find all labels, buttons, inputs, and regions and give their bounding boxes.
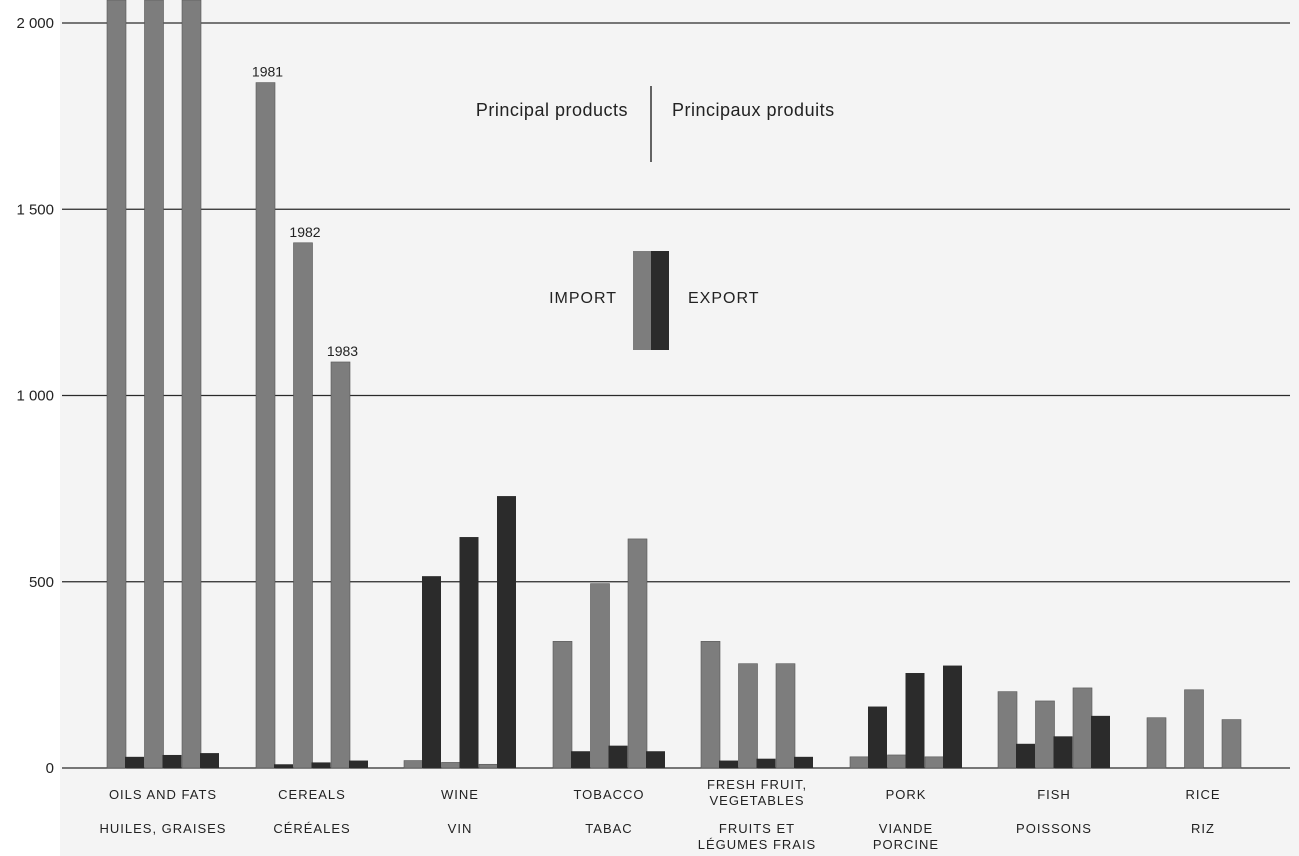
bar-export-6-0 [1016,743,1035,768]
bar-import-5-2 [924,756,945,769]
bar-import-2-1 [441,762,461,769]
bar-export-4-2 [794,756,813,768]
bar-export-6-2 [1091,715,1110,768]
bar-export-1-1 [311,762,331,768]
bar-import-3-1 [590,583,610,769]
bar-import-3-0 [552,641,573,769]
bar-import-0-2 [181,0,202,769]
bar-import-7-1 [1184,689,1204,769]
bar-import-1-0 [255,82,276,769]
category-label-en: RICE [1185,787,1220,802]
category-labels: OILS AND FATS HUILES, GRAISES CEREALS CÉRÉA… [100,777,1220,852]
bar-export-3-1 [608,745,628,768]
category-label-fr: VIANDE [879,821,933,836]
bar-import-0-1 [144,0,164,769]
bar-export-3-0 [571,751,590,768]
bar-import-5-0 [849,756,870,769]
legend-export-swatch [651,251,669,350]
bar-import-1-1 [293,242,313,769]
bar-import-6-0 [997,691,1018,769]
bar-export-0-0 [125,756,144,768]
bar-export-0-1 [162,754,182,768]
year-label-1983: 1983 [327,343,358,359]
category-label-fr: POISSONS [1016,821,1092,836]
bar-import-0-0 [106,0,127,769]
y-tick-label: 500 [29,574,54,591]
bar-import-4-1 [738,663,758,769]
bar-export-4-1 [756,758,776,768]
legend-export-label: EXPORT [688,290,760,307]
bar-export-1-2 [349,760,368,768]
y-axis-ticks: 0 500 1 000 1 500 2 000 [16,15,54,777]
bar-import-3-2 [627,538,648,769]
year-labels: 1981 1982 1983 [252,64,358,359]
bar-import-2-0 [403,760,424,769]
y-tick-label: 1 500 [16,201,54,218]
bar-export-2-0 [422,576,441,768]
category-label-fr: VIN [448,821,473,836]
y-tick-label: 2 000 [16,15,54,32]
bar-import-5-1 [887,754,907,769]
bar-import-4-0 [700,641,721,769]
bar-export-2-2 [497,496,516,768]
year-label-1981: 1981 [252,64,283,80]
category-label-en: FRESH FRUIT, [707,777,807,792]
bar-export-3-2 [646,751,665,768]
bars [106,0,1242,769]
category-label-en: OILS AND FATS [109,787,217,802]
bar-import-7-2 [1221,719,1242,769]
y-tick-label: 0 [46,760,54,777]
bar-import-6-2 [1072,687,1093,769]
bar-import-7-0 [1146,717,1167,769]
bar-import-4-2 [775,663,796,769]
category-label-fr: LÉGUMES FRAIS [698,837,816,852]
y-tick-label: 1 000 [16,388,54,405]
bar-export-2-1 [459,537,479,768]
category-label-en: PORK [886,787,927,802]
category-label-fr: TABAC [585,821,632,836]
bar-export-4-0 [719,760,738,768]
legend-import-swatch [633,251,651,350]
bar-export-1-0 [274,764,293,768]
category-label-fr: HUILES, GRAISES [100,821,227,836]
legend: IMPORT EXPORT [549,251,759,350]
bar-import-6-1 [1035,700,1055,769]
category-label-en: TOBACCO [573,787,644,802]
category-label-fr: RIZ [1191,821,1215,836]
legend-import-label: IMPORT [549,290,617,307]
year-label-1982: 1982 [289,224,320,240]
bar-import-1-2 [330,361,351,769]
bar-export-5-1 [905,673,925,768]
bar-export-6-1 [1053,736,1073,768]
category-label-en: CEREALS [278,787,346,802]
category-label-en: FISH [1037,787,1071,802]
chart-title-fr: Principaux produits [672,100,835,120]
category-label-en: WINE [441,787,479,802]
category-label-fr: PORCINE [873,837,939,852]
bar-export-5-0 [868,706,887,768]
plot-background [60,0,1299,856]
bar-export-5-2 [943,665,962,768]
bar-import-2-2 [478,763,499,769]
category-label-fr: CÉRÉALES [273,821,350,836]
bar-export-0-2 [200,753,219,768]
category-label-fr: FRUITS ET [719,821,795,836]
category-label-en: VEGETABLES [709,793,804,808]
chart-title-en: Principal products [476,100,628,120]
